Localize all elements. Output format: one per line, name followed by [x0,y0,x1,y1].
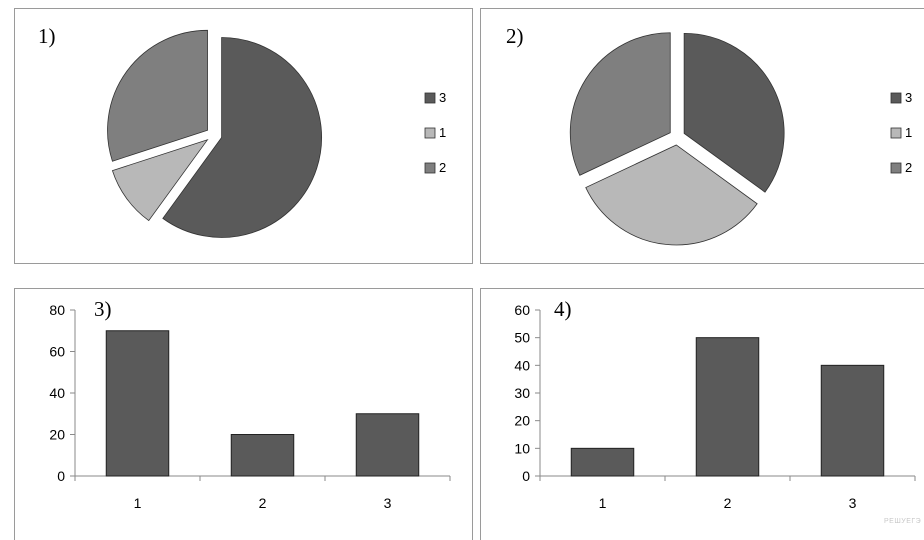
bar-3-x-tick-label: 2 [259,495,267,511]
pie-1-legend-swatch-1 [424,127,436,139]
bar-4-y-tick-label: 40 [514,357,530,373]
panel-1-label: 1) [38,24,56,48]
bar-3-y-tick-label: 80 [49,302,65,318]
bar-3-x-tick-label: 3 [384,495,392,511]
pie-2-legend-label-1: 1 [905,125,912,140]
bar-3-x-tick-label: 1 [134,495,142,511]
pie-1-legend-swatch-3 [424,92,436,104]
panel-3-label: 3) [94,297,112,321]
pie-2-legend-swatch-3 [890,92,902,104]
bar-4-y-tick-label: 20 [514,413,530,429]
bar-3-y-tick-label: 20 [49,427,65,443]
bar-3-y-tick-label: 40 [49,385,65,401]
pie-1-legend-label-1: 1 [439,125,446,140]
bar-3-bar-3 [355,413,420,477]
pie-1-slice-3 [162,37,322,238]
pie-1-legend-swatch-2 [424,162,436,174]
pie-1-legend: 3 1 2 [424,90,446,175]
pie-1-slice-1 [111,138,209,222]
bar-4-bar-3 [820,364,885,477]
pie-2-slice-2 [569,32,671,176]
pie-1-slice-2 [107,29,208,162]
bar-3-bar-2 [230,434,295,477]
pie-2-legend-swatch-2 [890,162,902,174]
bar-3-y-tick-label: 60 [49,344,65,360]
bar-chart-4: 0 10 20 30 40 50 60 1 2 3 [514,302,916,511]
bar-4-bar-1 [570,447,635,477]
pie-1-legend-label-3: 3 [439,90,446,105]
watermark-text: РЕШУЕГЭ [884,518,921,525]
pie-2-legend-swatch-1 [890,127,902,139]
bar-4-x-tick-label: 2 [724,495,732,511]
panel-4-label: 4) [554,297,572,321]
bar-4-y-tick-label: 0 [522,468,530,484]
pie-2-legend-label-2: 2 [905,160,912,175]
bar-4-y-tick-label: 10 [514,440,530,456]
bar-4-x-tick-label: 1 [599,495,607,511]
pie-chart-2 [569,32,785,246]
bar-4-y-tick-label: 50 [514,330,530,346]
bar-4-x-tick-label: 3 [849,495,857,511]
bar-chart-3: 0 20 40 60 80 1 2 3 [49,302,451,511]
pie-2-legend-label-3: 3 [905,90,912,105]
pie-1-legend-label-2: 2 [439,160,446,175]
bar-3-bar-1 [105,330,170,477]
bar-4-bar-2 [695,337,760,477]
panel-2-label: 2) [506,24,524,48]
pie-chart-1 [107,29,322,238]
bar-4-y-tick-label: 30 [514,385,530,401]
pie-2-legend: 3 1 2 [890,90,912,175]
pie-2-slice-1 [585,144,758,246]
bar-4-y-tick-label: 60 [514,302,530,318]
pie-2-slice-3 [683,32,785,193]
bar-3-y-tick-label: 0 [57,468,65,484]
